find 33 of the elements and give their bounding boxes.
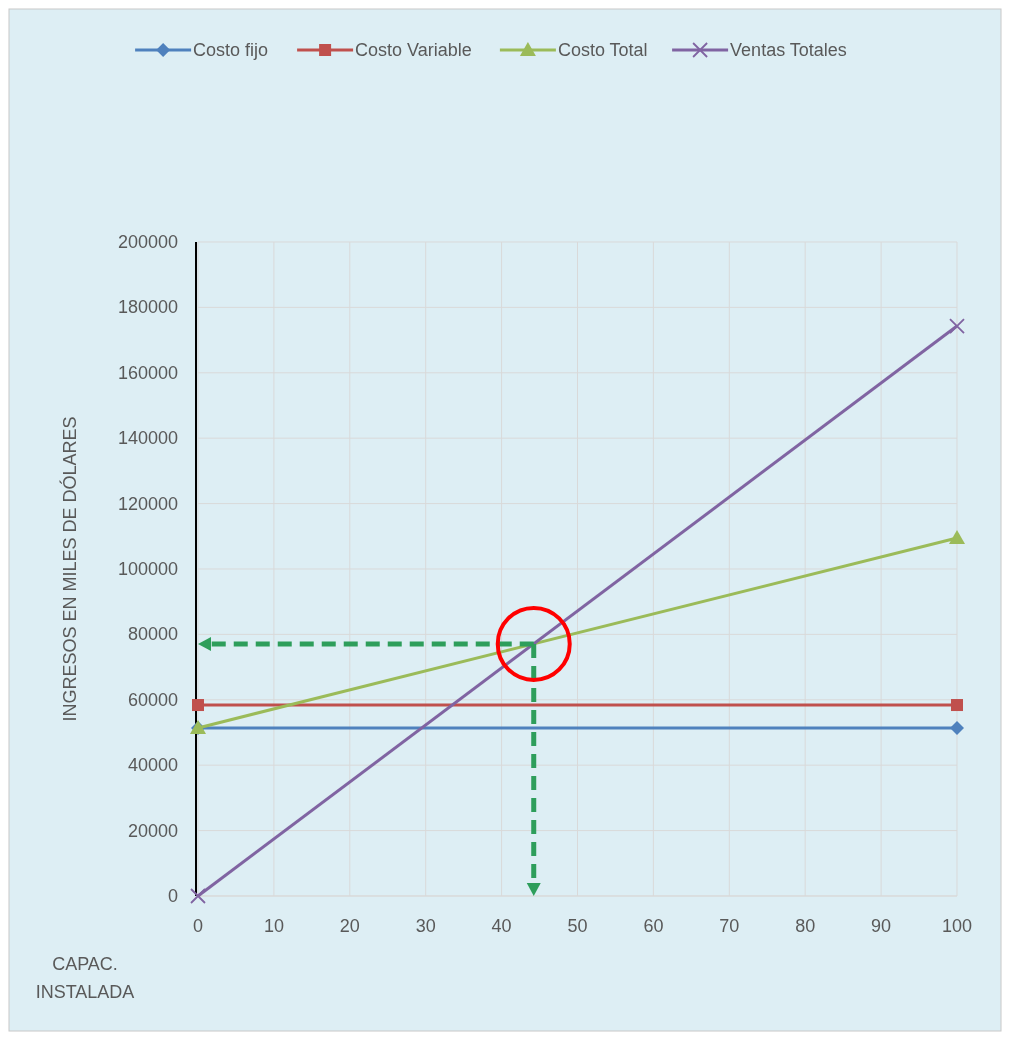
x-tick-label: 70 (719, 916, 740, 936)
y-tick-label: 140000 (117, 428, 178, 449)
x-tick-label: 40 (491, 916, 512, 936)
y-tick-label: 120000 (117, 493, 178, 514)
legend-label: Costo Variable (355, 40, 472, 60)
point (950, 720, 964, 735)
y-tick-label: 160000 (117, 362, 178, 383)
x-tick-label: 60 (643, 916, 664, 936)
legend-label: Costo fijo (193, 40, 269, 60)
x-tick-label: 80 (795, 916, 816, 936)
x-tick-label: 20 (339, 916, 360, 936)
y-tick-label: 100000 (117, 559, 178, 579)
y-axis-title: INGRESOS EN MILES DE DÓLARES (59, 416, 80, 722)
y-tick-label: 60000 (127, 689, 178, 710)
y-tick-label: 200000 (117, 232, 178, 252)
y-tick-label: 180000 (117, 297, 178, 318)
point (951, 699, 963, 712)
point (949, 318, 965, 334)
x-axis-title: CAPAC. INSTALADA (35, 954, 135, 1002)
y-tick-label: 40000 (127, 755, 178, 776)
x-tick-label: 90 (871, 916, 892, 936)
point (190, 888, 206, 904)
x-tick-label: 10 (263, 916, 284, 936)
legend-label: Ventas Totales (730, 40, 847, 60)
y-tick-label: 0 (167, 886, 178, 906)
legend-label: Costo Total (557, 40, 648, 60)
x-tick-label: 30 (415, 916, 436, 936)
point (192, 699, 204, 712)
x-tick-label: 50 (567, 916, 588, 936)
x-tick-label: 0 (192, 916, 204, 936)
y-tick-label: 20000 (127, 820, 178, 841)
x-tick-label: 100 (941, 916, 973, 936)
y-tick-label: 80000 (127, 624, 178, 645)
